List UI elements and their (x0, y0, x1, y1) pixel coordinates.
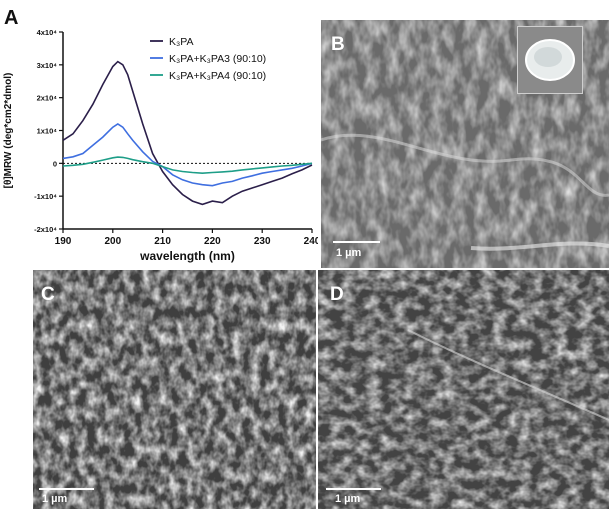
legend-label-1: K₃PA (169, 36, 194, 48)
scale-bar-d (326, 488, 381, 490)
y-tick-label: -1x10⁴ (34, 192, 57, 201)
series-line-1 (62, 60, 313, 206)
scale-label-d: 1 µm (335, 493, 361, 505)
y-tick-label: 1x10⁴ (37, 127, 58, 136)
panel-letter-a: A (4, 7, 18, 29)
x-tick-label: 230 (254, 236, 271, 247)
legend-label-3: K₃PA+K₃PA4 (90:10) (169, 70, 266, 82)
y-tick-label: 2x10⁴ (37, 94, 58, 103)
x-tick-label: 240 (304, 236, 318, 247)
scale-label-c: 1 µm (42, 493, 68, 505)
y-tick-label: 0 (53, 159, 57, 168)
y-tick-label: 4x10⁴ (37, 28, 58, 37)
x-axis-label: wavelength (nm) (139, 249, 235, 263)
sem-texture-d (318, 270, 609, 509)
sem-image-c: C 1 µm (33, 270, 316, 509)
panel-letter-c: C (41, 284, 55, 305)
panel-a: A 190 200 210 220 230 240 4x10⁴ 3x10⁴ 2x10⁴ 1x10⁴… (0, 0, 318, 268)
scale-label-b: 1 µm (336, 247, 362, 259)
x-tick-label: 220 (204, 236, 221, 247)
scale-bar-c (39, 488, 94, 490)
sem-image-b: B 1 µm (321, 20, 609, 268)
hydrogel-photo-inset (517, 26, 583, 94)
x-tick-label: 200 (104, 236, 121, 247)
cd-spectrum-chart: A 190 200 210 220 230 240 4x10⁴ 3x10⁴ 2x10⁴ 1x10⁴… (3, 7, 318, 263)
x-tick-label: 190 (55, 236, 72, 247)
panel-letter-d: D (330, 284, 344, 305)
sem-texture-c (33, 270, 316, 509)
scale-bar-b (333, 241, 380, 243)
y-axis-label: [θ]MRW (deg*cm2*dmol) (3, 73, 14, 189)
y-tick-label: 3x10⁴ (37, 61, 58, 70)
sem-image-d: D 1 µm (318, 270, 609, 509)
legend-label-2: K₃PA+K₃PA3 (90:10) (169, 53, 266, 65)
y-tick-label: -2x10⁴ (34, 225, 57, 234)
series-line-2 (62, 122, 313, 187)
series-line-3 (62, 156, 313, 175)
x-tick-label: 210 (154, 236, 171, 247)
panel-letter-b: B (331, 34, 345, 55)
